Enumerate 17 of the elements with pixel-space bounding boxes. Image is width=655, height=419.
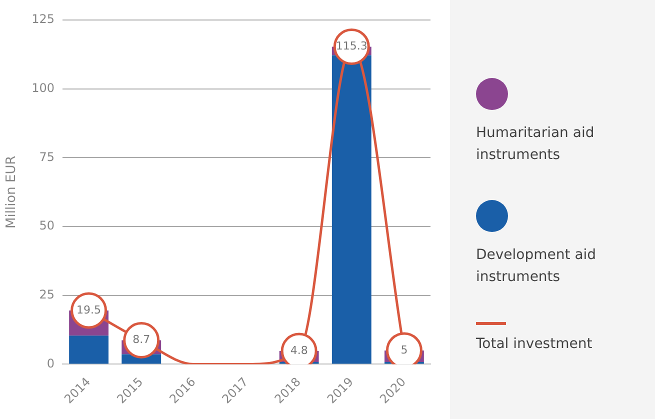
data-label: 5 [400, 343, 408, 356]
y-tick-label: 0 [46, 356, 55, 370]
legend-label: Total investment [476, 335, 594, 354]
data-label: 115.3 [336, 40, 368, 53]
data-label: 19.5 [76, 303, 102, 316]
y-tick-label: 125 [32, 12, 55, 26]
bar [332, 55, 372, 364]
y-tick-label: 100 [32, 80, 55, 95]
bar [69, 336, 109, 364]
y-tick-label: 75 [39, 150, 55, 164]
y-tick-label: 25 [39, 288, 55, 302]
legend-label: Humaritarian aid instruments [476, 124, 596, 165]
data-label: 8.7 [132, 333, 150, 346]
legend-label: Development aid instruments [476, 246, 598, 287]
y-tick-label: 50 [39, 218, 55, 233]
y-axis-title: Million EUR [4, 156, 20, 228]
data-label: 4.8 [290, 344, 308, 357]
